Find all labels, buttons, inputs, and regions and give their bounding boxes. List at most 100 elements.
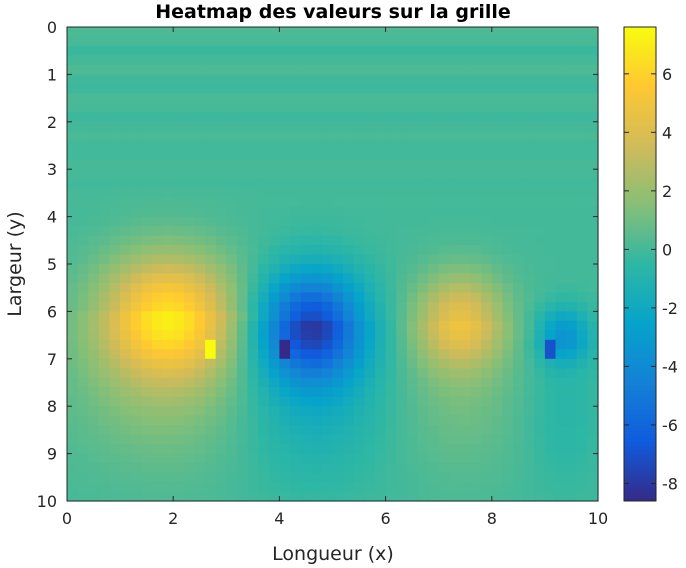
- heatmap-cell: [205, 140, 217, 151]
- heatmap-cell: [438, 339, 450, 350]
- heatmap-cell: [332, 121, 344, 132]
- heatmap-cell: [194, 93, 206, 104]
- heatmap-cell: [321, 406, 334, 417]
- heatmap-cell: [406, 140, 419, 151]
- heatmap-cell: [576, 121, 588, 132]
- heatmap-cell: [98, 245, 111, 256]
- heatmap-cell: [88, 377, 100, 388]
- heatmap-cell: [321, 64, 334, 75]
- heatmap-cell: [98, 131, 111, 142]
- heatmap-cell: [343, 83, 355, 94]
- heatmap-cell: [98, 463, 111, 474]
- heatmap-cell: [98, 27, 111, 38]
- heatmap-cell: [417, 301, 429, 312]
- heatmap-cell: [279, 254, 291, 265]
- heatmap-cell: [120, 131, 132, 142]
- heatmap-cell: [470, 159, 482, 170]
- heatmap-cell: [343, 453, 355, 464]
- heatmap-cell: [481, 406, 493, 417]
- heatmap-cell: [576, 425, 588, 436]
- heatmap-cell: [290, 387, 302, 398]
- heatmap-cell: [566, 425, 578, 436]
- heatmap-cell: [215, 121, 227, 132]
- heatmap-cell: [258, 434, 270, 445]
- heatmap-cell: [247, 349, 259, 360]
- heatmap-cell: [98, 121, 111, 132]
- heatmap-cell: [109, 216, 121, 227]
- heatmap-cell: [396, 121, 408, 132]
- heatmap-cell: [502, 339, 514, 350]
- heatmap-cell: [88, 434, 100, 445]
- heatmap-cell: [173, 36, 185, 47]
- heatmap-cell: [258, 425, 270, 436]
- heatmap-cell: [290, 178, 302, 189]
- heatmap-cell: [183, 197, 196, 208]
- heatmap-cell: [279, 245, 291, 256]
- heatmap-cell: [120, 93, 132, 104]
- heatmap-cell: [566, 482, 578, 493]
- heatmap-cell: [587, 453, 599, 464]
- heatmap-cell: [311, 482, 323, 493]
- heatmap-cell: [311, 36, 323, 47]
- heatmap-cell: [151, 150, 164, 161]
- x-tick-label: 0: [62, 509, 72, 528]
- heatmap-cell: [566, 207, 578, 218]
- heatmap-cell: [162, 216, 174, 227]
- heatmap-cell: [374, 150, 387, 161]
- heatmap-cell: [290, 169, 302, 180]
- heatmap-cell: [343, 358, 355, 369]
- heatmap-cell: [141, 55, 153, 66]
- heatmap-cell: [311, 282, 323, 294]
- heatmap-cell: [332, 169, 344, 180]
- heatmap-cell: [385, 178, 397, 189]
- heatmap-cell: [406, 36, 419, 47]
- heatmap-cell: [173, 226, 185, 237]
- heatmap-cell: [215, 74, 227, 85]
- heatmap-cell: [268, 292, 280, 303]
- heatmap-cell: [290, 396, 302, 407]
- heatmap-cell: [88, 226, 100, 237]
- heatmap-cell: [77, 245, 89, 256]
- heatmap-cell: [183, 150, 196, 161]
- heatmap-cell: [321, 387, 334, 398]
- heatmap-cell: [279, 27, 291, 38]
- heatmap-cell: [321, 273, 334, 284]
- heatmap-cell: [332, 197, 344, 208]
- heatmap-cell: [290, 339, 302, 350]
- heatmap-cell: [268, 301, 280, 312]
- heatmap-cell: [130, 27, 142, 38]
- heatmap-cell: [587, 273, 599, 284]
- heatmap-cell: [481, 396, 493, 407]
- heatmap-cell: [491, 216, 504, 227]
- heatmap-cell: [417, 55, 429, 66]
- heatmap-cell: [438, 330, 450, 341]
- heatmap-cell: [406, 320, 419, 331]
- heatmap-cell: [311, 301, 323, 312]
- heatmap-cell: [162, 330, 174, 341]
- heatmap-cell: [417, 358, 429, 369]
- heatmap-cell: [513, 406, 525, 417]
- heatmap-cell: [98, 83, 111, 94]
- heatmap-cell: [98, 368, 111, 379]
- heatmap-cell: [428, 282, 440, 294]
- heatmap-cell: [205, 434, 217, 445]
- heatmap-cell: [555, 444, 567, 455]
- heatmap-cell: [88, 121, 100, 132]
- heatmap-cell: [215, 207, 227, 218]
- heatmap-cell: [194, 434, 206, 445]
- heatmap-cell: [576, 273, 588, 284]
- heatmap-cell: [236, 216, 249, 227]
- heatmap-cell: [459, 93, 472, 104]
- heatmap-cell: [513, 235, 525, 246]
- heatmap-cell: [555, 491, 567, 502]
- heatmap-cell: [162, 74, 174, 85]
- heatmap-cell: [449, 45, 461, 57]
- heatmap-cell: [151, 472, 164, 483]
- heatmap-cell: [566, 368, 578, 379]
- heatmap-cell: [300, 377, 312, 388]
- heatmap-cell: [406, 330, 419, 341]
- heatmap-cell: [268, 368, 280, 379]
- heatmap-cell: [98, 491, 111, 502]
- heatmap-cell: [364, 36, 376, 47]
